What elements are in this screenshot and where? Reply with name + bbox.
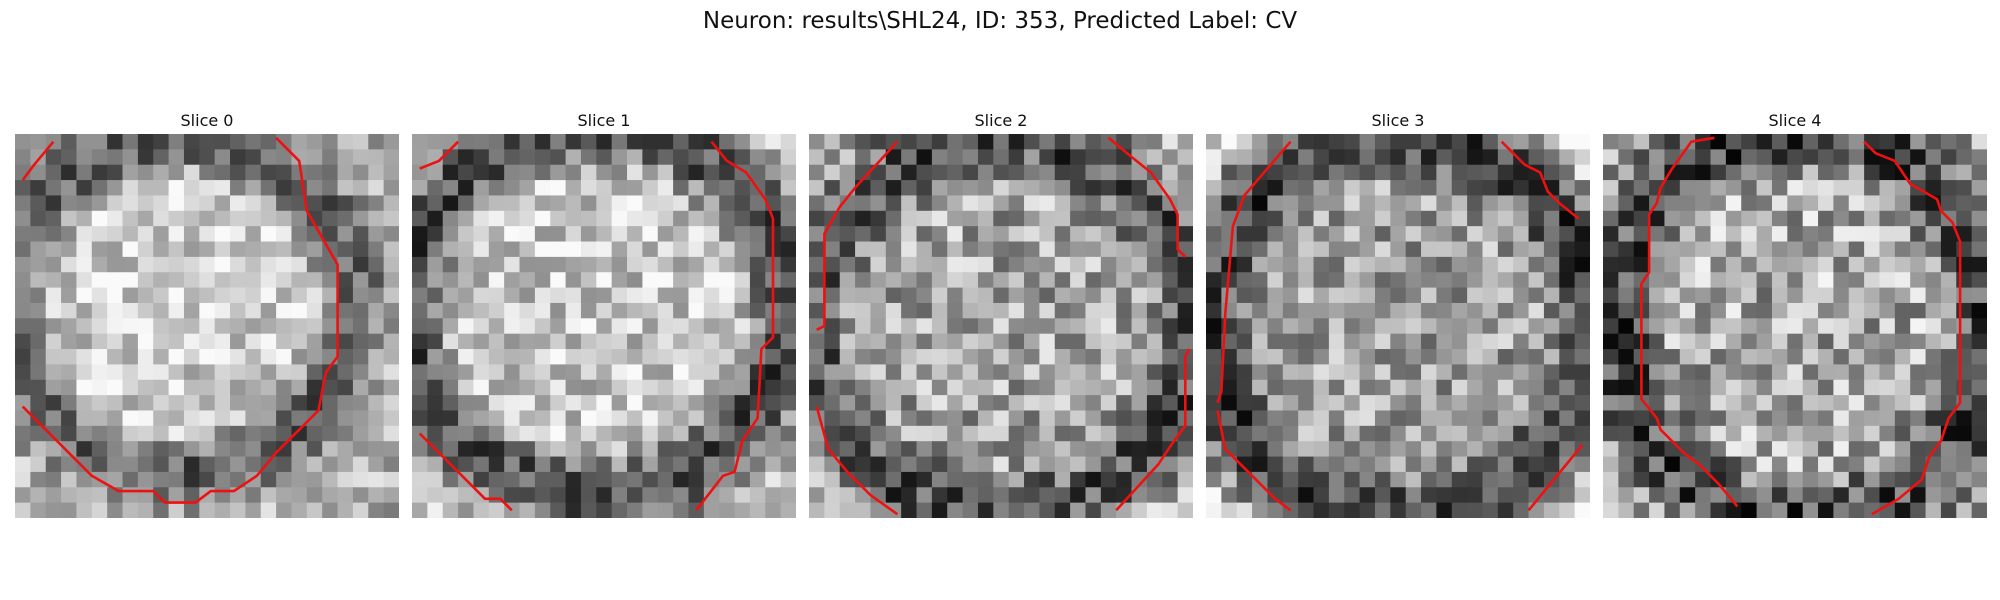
slice-title-0: Slice 0 <box>180 111 234 130</box>
contour-line-3-0 <box>1216 140 1292 404</box>
slice-title-1: Slice 1 <box>577 111 631 130</box>
contour-line-3-3 <box>1527 444 1584 512</box>
slice-image-0 <box>15 134 399 518</box>
contour-line-4-0 <box>1640 136 1739 508</box>
slice-pixels-2 <box>809 134 1193 518</box>
slice-pixels-0 <box>15 134 399 518</box>
contour-line-0-1 <box>21 136 339 504</box>
slice-panel-1: Slice 1 <box>412 108 796 518</box>
figure-title: Neuron: results\SHL24, ID: 353, Predicte… <box>702 8 1298 34</box>
contour-line-1-1 <box>695 140 775 512</box>
slice-title-4: Slice 4 <box>1768 111 1822 130</box>
contour-line-0-0 <box>21 140 55 181</box>
contour-line-2-0 <box>816 140 899 331</box>
contour-line-2-3 <box>1115 348 1191 512</box>
slice-image-1 <box>412 134 796 518</box>
slice-image-4 <box>1603 134 1987 518</box>
slice-panel-2: Slice 2 <box>809 108 1193 518</box>
contour-line-1-2 <box>418 432 513 512</box>
contour-line-3-2 <box>1216 410 1292 512</box>
slice-title-3: Slice 3 <box>1371 111 1425 130</box>
contour-line-3-1 <box>1500 140 1580 220</box>
slice-panel-0: Slice 0 <box>15 108 399 518</box>
contour-line-2-1 <box>1107 136 1187 258</box>
contour-line-2-2 <box>815 406 899 516</box>
slice-pixels-1 <box>412 134 796 518</box>
slice-image-2 <box>809 134 1193 518</box>
slice-pixels-3 <box>1206 134 1590 518</box>
contour-line-4-1 <box>1863 140 1962 516</box>
slice-pixels-4 <box>1603 134 1987 518</box>
slice-panel-4: Slice 4 <box>1603 108 1987 518</box>
contour-line-1-0 <box>419 140 460 170</box>
slice-image-3 <box>1206 134 1590 518</box>
slice-title-2: Slice 2 <box>974 111 1028 130</box>
slice-panel-3: Slice 3 <box>1206 108 1590 518</box>
